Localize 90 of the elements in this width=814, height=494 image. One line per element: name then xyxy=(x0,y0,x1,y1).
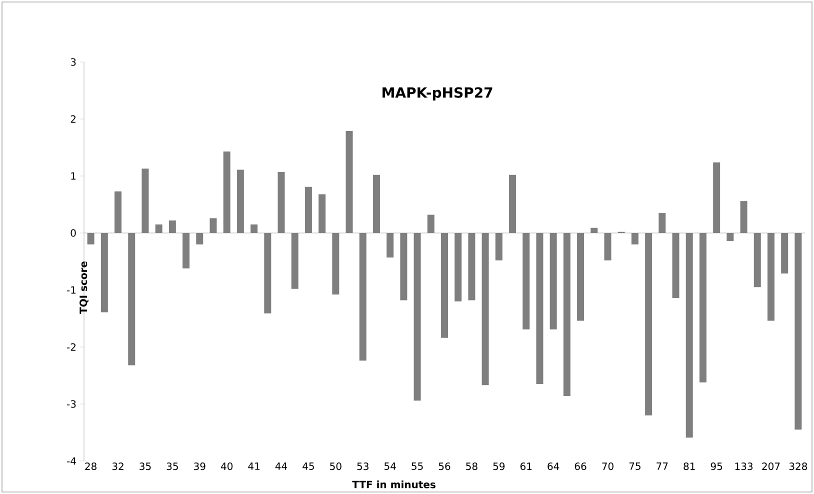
y-tick-label: -1 xyxy=(66,286,76,294)
y-tick-label: -4 xyxy=(66,457,76,465)
x-tick-label: 70 xyxy=(602,462,614,470)
bar xyxy=(400,232,408,300)
x-tick-label: 61 xyxy=(520,462,532,470)
bar xyxy=(482,232,489,386)
bar xyxy=(210,218,217,233)
bar xyxy=(536,232,544,384)
bar xyxy=(182,232,190,268)
x-tick-label: 77 xyxy=(656,462,668,470)
x-tick-label: 44 xyxy=(275,462,288,470)
bar xyxy=(196,232,204,244)
y-tick-label: 1 xyxy=(71,172,76,180)
bar xyxy=(509,174,516,233)
bar xyxy=(767,232,774,321)
bar xyxy=(726,232,734,241)
x-tick-label: 207 xyxy=(762,462,780,470)
text: MAPK-pHSP27 xyxy=(382,87,492,101)
x-tick-label: 58 xyxy=(466,462,478,470)
bar xyxy=(414,232,421,401)
x-tick-label: 39 xyxy=(194,462,206,470)
bar xyxy=(522,232,530,330)
bar xyxy=(563,232,570,396)
bar xyxy=(686,232,693,438)
x-tick-label: 53 xyxy=(357,462,368,470)
bar xyxy=(372,174,380,233)
bar xyxy=(87,232,94,244)
bar xyxy=(713,162,720,233)
x-tick-label: 81 xyxy=(684,462,695,470)
y-axis-title: TQI score xyxy=(80,261,88,314)
bar xyxy=(577,232,584,321)
bar xyxy=(468,232,476,300)
bar xyxy=(590,228,598,233)
bar xyxy=(114,191,122,233)
bar xyxy=(155,224,162,233)
bar xyxy=(658,213,666,233)
bar xyxy=(645,232,652,416)
bar xyxy=(781,232,788,274)
y-tick-label: -3 xyxy=(66,400,76,408)
x-tick-label: 328 xyxy=(789,462,808,470)
bar xyxy=(672,232,680,298)
bar xyxy=(223,151,230,233)
x-tick-label: 41 xyxy=(248,462,260,470)
y-tick-label: 3 xyxy=(70,58,76,66)
bar xyxy=(604,232,612,260)
x-tick-label: 50 xyxy=(330,462,342,470)
bar xyxy=(304,186,312,233)
x-tick-label: 28 xyxy=(85,462,96,470)
bar xyxy=(236,170,244,233)
x-tick-label: 95 xyxy=(710,462,722,470)
x-tick-label: 56 xyxy=(438,462,450,470)
y-tick-label: 0 xyxy=(70,229,76,237)
bar xyxy=(699,232,706,382)
bar xyxy=(740,201,748,233)
x-tick-label: 64 xyxy=(548,462,560,470)
bar xyxy=(318,194,326,233)
y-tick-label: 2 xyxy=(70,115,76,123)
bar xyxy=(346,130,353,233)
bar xyxy=(754,232,761,288)
bar xyxy=(142,168,149,233)
x-tick-label: 75 xyxy=(629,462,640,470)
bar xyxy=(550,232,557,330)
x-tick-label: 66 xyxy=(574,462,586,470)
x-tick-label: 59 xyxy=(493,462,505,470)
bar xyxy=(441,232,448,338)
x-tick-label: 35 xyxy=(140,462,151,470)
bar xyxy=(332,232,340,295)
bar xyxy=(386,232,394,258)
x-tick-label: 55 xyxy=(412,462,423,470)
x-tick-label: 45 xyxy=(302,462,314,470)
x-tick-label: 40 xyxy=(220,462,233,470)
x-tick-label: 35 xyxy=(166,462,178,470)
x-axis-title: TTF in minutes xyxy=(352,480,436,488)
bar xyxy=(794,232,802,430)
bar xyxy=(100,232,108,312)
x-tick-label: 133 xyxy=(735,462,753,470)
bar xyxy=(250,224,258,233)
bar xyxy=(495,232,502,260)
bar xyxy=(168,220,176,233)
bar xyxy=(631,232,638,244)
x-tick-label: 54 xyxy=(384,462,396,470)
y-tick-label: -2 xyxy=(66,343,76,351)
bar xyxy=(264,232,272,314)
bar xyxy=(427,214,434,233)
x-tick-label: 32 xyxy=(112,462,124,470)
bar xyxy=(359,232,366,361)
bar xyxy=(128,232,136,366)
bar xyxy=(454,232,462,302)
bar xyxy=(278,172,285,233)
bar xyxy=(291,232,298,289)
